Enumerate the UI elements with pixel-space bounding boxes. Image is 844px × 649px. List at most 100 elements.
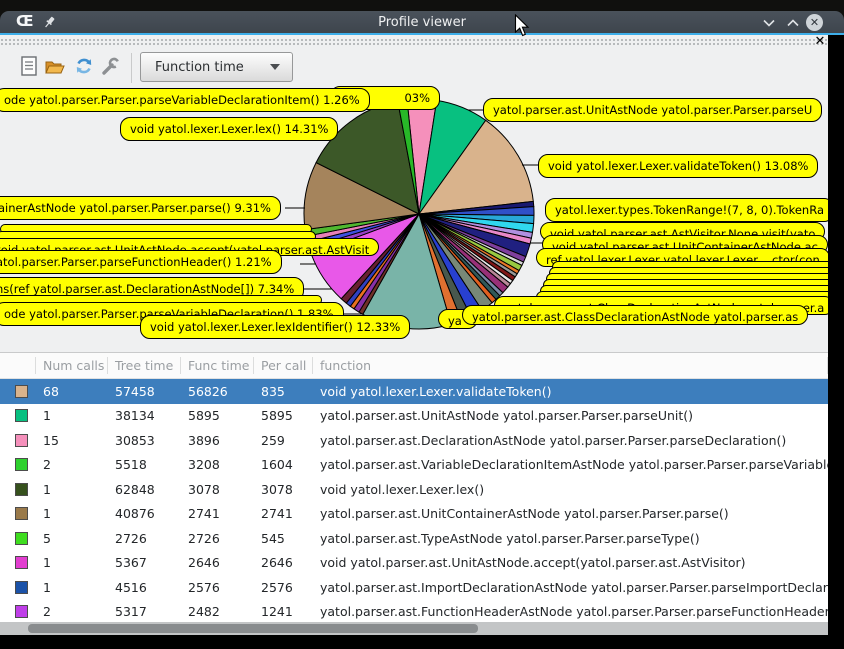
cell-func_time: 5895 [188, 408, 220, 424]
pin-icon[interactable] [43, 14, 56, 33]
titlebar[interactable]: Œ Profile viewer ✕ [0, 11, 844, 33]
cell-function: void yatol.lexer.Lexer.validateToken() [320, 383, 552, 399]
horizontal-scrollbar-thumb[interactable] [28, 624, 478, 633]
cell-tree_time: 57458 [115, 383, 155, 399]
chevron-down-icon [270, 64, 280, 70]
cell-num_calls: 1 [43, 481, 51, 497]
cell-function: yatol.parser.ast.ImportDeclarationAstNod… [320, 579, 828, 595]
function-time-pie-chart[interactable] [0, 35, 828, 350]
view-selector-value: Function time [155, 59, 244, 75]
column-header[interactable]: Per call [254, 357, 313, 374]
cell-func_time: 3078 [188, 481, 220, 497]
cell-func_time: 2741 [188, 506, 220, 522]
cell-func_time: 2576 [188, 579, 220, 595]
cell-func_time: 2726 [188, 530, 220, 546]
cell-tree_time: 5518 [115, 457, 147, 473]
pie-callout-label: ode yatol.parser.Parser.parseVariableDec… [0, 88, 370, 112]
window-title: Profile viewer [378, 14, 466, 30]
pie-callout-label: void yatol.lexer.Lexer.validateToken() 1… [538, 154, 819, 178]
column-header[interactable]: Func time [181, 357, 254, 374]
pie-callout-label: yatol.parser.ast.UnitAstNode yatol.parse… [483, 98, 823, 122]
cell-tree_time: 5367 [115, 555, 147, 571]
toolbar-separator [131, 53, 132, 83]
cell-tree_time: 30853 [115, 432, 155, 448]
pie-callout-label: void yatol.lexer.Lexer.lexIdentifier() 1… [140, 315, 411, 339]
column-header[interactable]: function [313, 357, 828, 374]
cell-function: yatol.parser.ast.DeclarationAstNode yato… [320, 432, 787, 448]
table-row[interactable]: 68 57458 56826 835 void yatol.lexer.Lexer.va… [0, 379, 828, 404]
table-row[interactable]: 1 38134 5895 5895 yatol.parser.ast.UnitAstNo… [0, 404, 828, 429]
unshade-button[interactable] [784, 14, 802, 32]
cell-per_call: 1604 [261, 457, 293, 473]
report-icon[interactable] [21, 56, 38, 80]
close-button[interactable]: ✕ [806, 14, 823, 31]
row-color-swatch [15, 433, 28, 447]
profile-table[interactable]: Num calls Tree time Func time Per call funct… [0, 352, 828, 623]
cell-tree_time: 62848 [115, 481, 155, 497]
shade-button[interactable] [760, 14, 778, 32]
table-row[interactable]: 1 62848 3078 3078 void yatol.lexer.Lexer.lex… [0, 477, 828, 502]
cell-num_calls: 2 [43, 604, 51, 620]
cell-tree_time: 2726 [115, 530, 147, 546]
refresh-icon[interactable] [75, 57, 93, 79]
cell-function: yatol.parser.ast.VariableDeclarationItem… [320, 457, 828, 473]
cell-num_calls: 2 [43, 457, 51, 473]
column-header[interactable]: Tree time [108, 357, 181, 374]
table-row[interactable]: 1 5367 2646 2646 void yatol.parser.ast.UnitA… [0, 551, 828, 576]
cell-tree_time: 5317 [115, 604, 147, 620]
cell-num_calls: 1 [43, 506, 51, 522]
cell-num_calls: 1 [43, 408, 51, 424]
horizontal-scrollbar[interactable] [0, 622, 828, 635]
cell-per_call: 3078 [261, 481, 293, 497]
pie-callout-label: yatol.parser.ast.ClassDeclarationAstNode… [462, 305, 809, 325]
cell-func_time: 3208 [188, 457, 220, 473]
header-color-column[interactable] [0, 357, 36, 374]
mouse-cursor [514, 13, 530, 42]
cell-per_call: 2646 [261, 555, 293, 571]
pie-slice[interactable] [417, 119, 534, 215]
app-logo-icon: Œ [16, 12, 33, 30]
view-selector-dropdown[interactable]: Function time [140, 52, 293, 82]
cell-num_calls: 1 [43, 555, 51, 571]
cell-func_time: 2482 [188, 604, 220, 620]
table-row[interactable]: 2 5518 3208 1604 yatol.parser.ast.VariableDe… [0, 453, 828, 478]
dock-handle-dots[interactable] [0, 38, 828, 46]
table-row[interactable]: 15 30853 3896 259 yatol.parser.ast.Declarati… [0, 428, 828, 453]
table-row[interactable]: 2 5317 2482 1241 yatol.parser.ast.FunctionHe… [0, 600, 828, 624]
cell-tree_time: 38134 [115, 408, 155, 424]
cell-function: yatol.parser.ast.FunctionHeaderAstNode y… [320, 604, 828, 620]
cell-function: void yatol.parser.ast.UnitAstNode.accept… [320, 555, 746, 571]
cell-num_calls: 5 [43, 530, 51, 546]
open-folder-icon[interactable] [45, 59, 65, 79]
row-color-swatch [15, 409, 28, 423]
row-color-swatch [15, 556, 28, 570]
table-row[interactable]: 1 40876 2741 2741 yatol.parser.ast.UnitConta… [0, 502, 828, 527]
cell-function: yatol.parser.ast.TypeAstNode yatol.parse… [320, 530, 700, 546]
wrench-icon[interactable] [101, 57, 120, 80]
cell-tree_time: 40876 [115, 506, 155, 522]
table-row[interactable]: 1 4516 2576 2576 yatol.parser.ast.ImportDecl… [0, 575, 828, 600]
pie-callout-label: void yatol.lexer.Lexer.lex() 14.31% [120, 117, 339, 141]
row-color-swatch [15, 384, 28, 398]
row-color-swatch [15, 531, 28, 545]
pie-callout-label: ainerAstNode yatol.parser.Parser.parse()… [0, 196, 281, 220]
cell-per_call: 545 [261, 530, 285, 546]
desktop-edge-bottom [0, 635, 844, 649]
cell-per_call: 2741 [261, 506, 293, 522]
column-header[interactable]: Num calls [36, 357, 108, 374]
panel-close-icon[interactable]: ✕ [814, 34, 826, 49]
table-row[interactable]: 5 2726 2726 545 yatol.parser.ast.TypeAstNode… [0, 526, 828, 551]
cell-per_call: 835 [261, 383, 285, 399]
row-color-swatch [15, 482, 28, 496]
cell-num_calls: 1 [43, 579, 51, 595]
pie-callout-label: atol.parser.Parser.parseFunctionHeader()… [0, 250, 282, 274]
cell-per_call: 5895 [261, 408, 293, 424]
cell-tree_time: 4516 [115, 579, 147, 595]
row-color-swatch [15, 458, 28, 472]
table-header[interactable]: Num calls Tree time Func time Per call funct… [0, 353, 828, 379]
cell-function: yatol.parser.ast.UnitContainerAstNode ya… [320, 506, 729, 522]
cell-per_call: 1241 [261, 604, 293, 620]
cell-per_call: 2576 [261, 579, 293, 595]
cell-func_time: 3896 [188, 432, 220, 448]
